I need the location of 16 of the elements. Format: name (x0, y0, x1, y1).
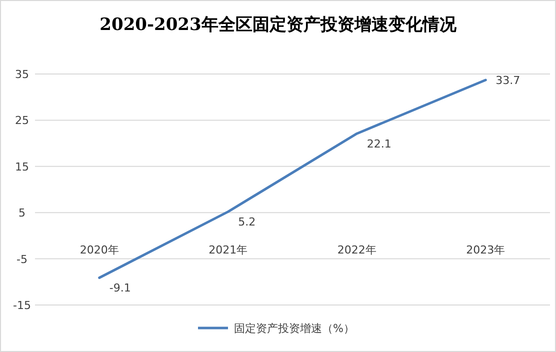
data-label: 22.1 (366, 138, 392, 151)
chart-title: 2020-2023年全区固定资产投资增速变化情况 (100, 15, 458, 35)
y-tick-label: 35 (15, 68, 29, 81)
x-tick-label: 2022年 (337, 244, 376, 257)
data-label: 5.2 (238, 216, 256, 229)
data-label: -9.1 (109, 282, 131, 295)
x-tick-label: 2023年 (466, 244, 506, 257)
legend-label: 固定资产投资增速（%） (234, 322, 354, 335)
x-tick-label: 2021年 (208, 244, 248, 257)
y-tick-label: 15 (15, 160, 29, 174)
y-tick-label: 5 (18, 206, 26, 220)
data-label: 33.7 (496, 74, 520, 88)
y-tick-label: -15 (13, 299, 31, 312)
y-tick-label: -5 (16, 252, 28, 266)
y-tick-label: 25 (15, 114, 29, 128)
x-tick-label: 2020年 (80, 244, 119, 257)
